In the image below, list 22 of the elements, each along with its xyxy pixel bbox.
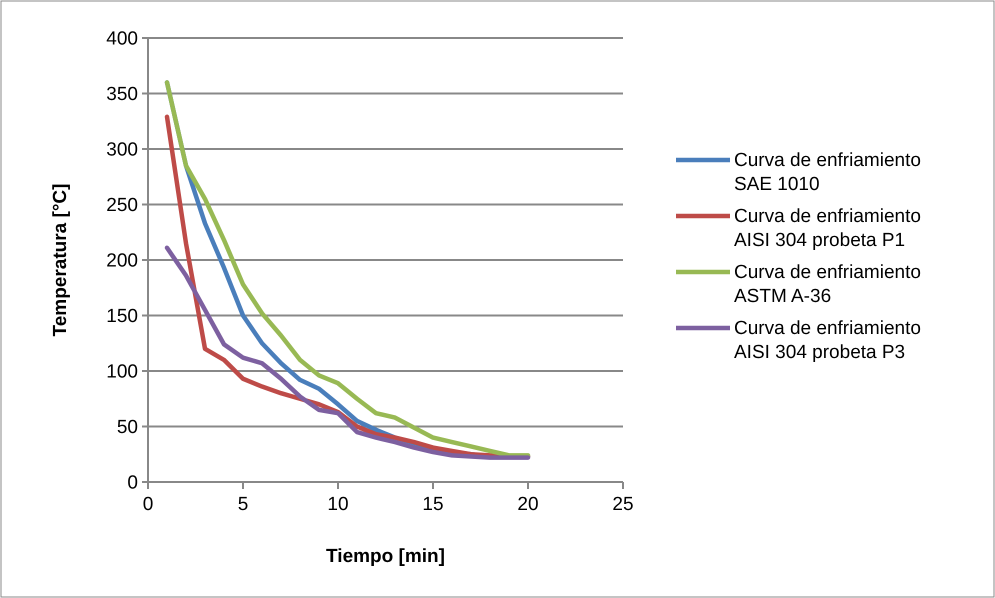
y-tick-label: 250 [106,195,138,216]
y-tick-label: 400 [106,28,138,50]
legend-label: Curva de enfriamiento AISI 304 probeta P3 [734,318,921,363]
x-tick-label: 0 [142,494,154,515]
x-tick-label: 20 [517,494,539,515]
y-tick-label: 200 [106,250,138,272]
x-tick-label: 5 [238,494,248,515]
x-tick-label: 10 [327,494,349,515]
x-tick-label: 15 [422,494,444,515]
legend-label: Curva de enfriamiento ASTM A-36 [734,262,921,307]
y-tick-label: 0 [127,472,138,494]
legend-label: Curva de enfriamiento AISI 304 probeta P1 [734,206,921,251]
y-tick-label: 300 [106,140,138,161]
y-axis-title: Temperatura [°C] [50,184,71,336]
x-axis-title: Tiempo [min] [326,546,445,567]
y-tick-label: 350 [106,84,138,106]
x-tick-label: 25 [612,494,634,515]
line-series [164,246,530,460]
y-tick-label: 100 [106,362,138,383]
legend-label: Curva de enfriamiento SAE 1010 [734,150,921,195]
y-tick-label: 50 [116,417,138,438]
y-tick-label: 150 [106,306,138,328]
